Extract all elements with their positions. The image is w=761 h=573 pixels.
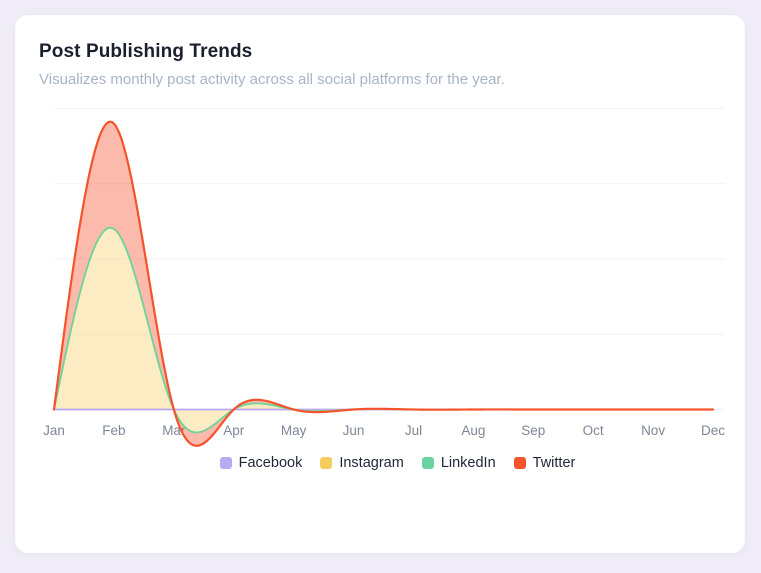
x-axis-label-jul: Jul bbox=[404, 423, 423, 438]
legend-item-instagram[interactable]: Instagram bbox=[320, 455, 404, 471]
legend-item-linkedin[interactable]: LinkedIn bbox=[421, 455, 496, 471]
legend-label-twitter: Twitter bbox=[532, 455, 576, 471]
x-axis-label-may: May bbox=[280, 423, 307, 438]
x-axis-label-aug: Aug bbox=[461, 423, 486, 438]
legend-item-facebook[interactable]: Facebook bbox=[219, 455, 303, 471]
x-axis-label-mar: Mar bbox=[162, 423, 186, 438]
legend-label-facebook: Facebook bbox=[238, 455, 303, 471]
legend-label-linkedin: LinkedIn bbox=[440, 455, 496, 471]
x-axis-label-apr: Apr bbox=[223, 423, 245, 438]
x-axis-label-jan: Jan bbox=[43, 423, 65, 438]
x-axis-label-jun: Jun bbox=[342, 423, 365, 438]
chart-legend: Facebook Instagram LinkedIn Twitter bbox=[17, 455, 761, 471]
legend-label-instagram: Instagram bbox=[339, 455, 404, 471]
legend-swatch-facebook bbox=[219, 457, 232, 469]
legend-swatch-instagram bbox=[320, 457, 333, 469]
x-axis-label-feb: Feb bbox=[102, 423, 126, 438]
legend-item-twitter[interactable]: Twitter bbox=[513, 455, 576, 471]
legend-swatch-linkedin bbox=[421, 457, 434, 469]
x-axis-label-oct: Oct bbox=[582, 423, 604, 438]
x-axis-label-dec: Dec bbox=[700, 423, 725, 438]
legend-swatch-twitter bbox=[513, 457, 526, 469]
card-subtitle: Visualizes monthly post activity across … bbox=[39, 71, 505, 88]
x-axis-label-sep: Sep bbox=[521, 423, 546, 438]
x-axis-label-nov: Nov bbox=[641, 423, 666, 438]
card-title: Post Publishing Trends bbox=[39, 41, 253, 62]
